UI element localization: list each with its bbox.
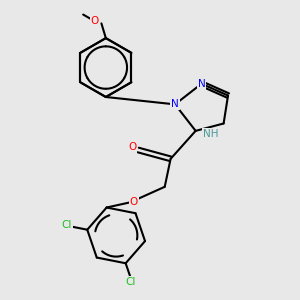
Text: O: O bbox=[128, 142, 136, 152]
Text: O: O bbox=[91, 16, 99, 26]
Text: Cl: Cl bbox=[62, 220, 72, 230]
Text: N: N bbox=[171, 99, 179, 110]
Text: NH: NH bbox=[202, 129, 218, 139]
Text: N: N bbox=[198, 79, 206, 89]
Text: O: O bbox=[130, 196, 138, 206]
Text: Cl: Cl bbox=[126, 277, 136, 287]
